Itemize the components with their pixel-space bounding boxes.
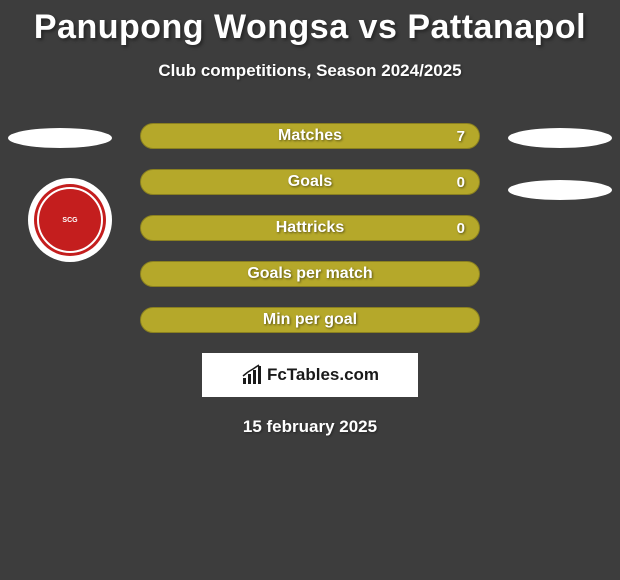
chart-icon [241,364,263,386]
stat-row: Hattricks 0 [0,215,620,241]
stat-label: Hattricks [276,219,344,237]
stat-value: 0 [457,220,465,237]
page-title: Panupong Wongsa vs Pattanapol [0,0,620,47]
logo-label: FcTables.com [267,365,379,385]
stat-label: Matches [278,127,342,145]
stat-pill-hattricks: Hattricks 0 [140,215,480,241]
stat-pill-min-per-goal: Min per goal [140,307,480,333]
stats-area: Matches 7 Goals 0 Hattricks 0 Goals per … [0,123,620,333]
stat-row: Goals per match [0,261,620,287]
stat-row: Min per goal [0,307,620,333]
stat-pill-goals: Goals 0 [140,169,480,195]
logo-box: FcTables.com [202,353,418,397]
stat-label: Goals per match [247,265,372,283]
stat-row: Goals 0 [0,169,620,195]
date-text: 15 february 2025 [0,417,620,437]
stat-label: Min per goal [263,311,357,329]
stat-pill-matches: Matches 7 [140,123,480,149]
stat-label: Goals [288,173,332,191]
subtitle: Club competitions, Season 2024/2025 [0,61,620,81]
club-badge-text: SCG [62,217,77,224]
stat-value: 7 [457,128,465,145]
stat-row: Matches 7 [0,123,620,149]
logo-text: FcTables.com [241,364,379,386]
stat-pill-goals-per-match: Goals per match [140,261,480,287]
stat-value: 0 [457,174,465,191]
